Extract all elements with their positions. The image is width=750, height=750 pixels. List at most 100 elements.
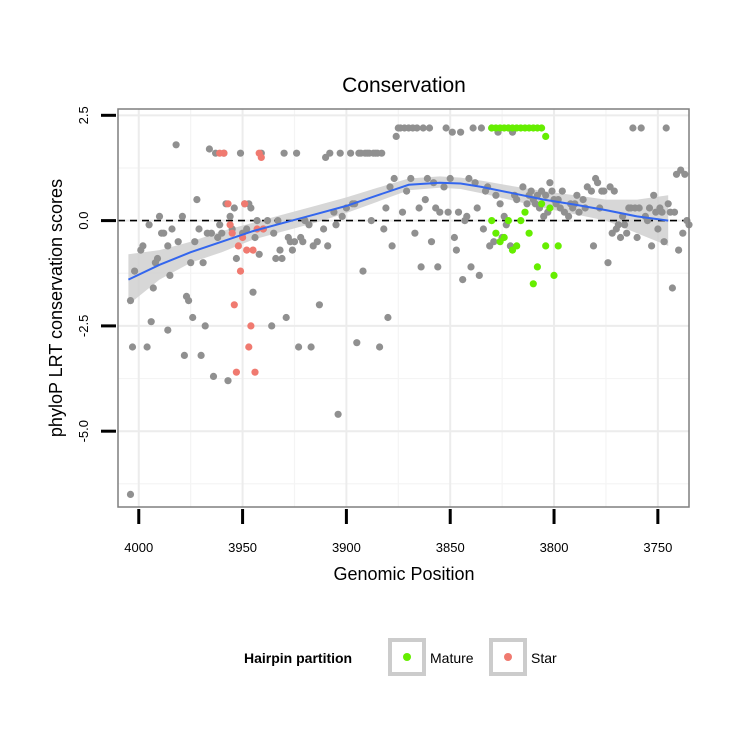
point-star-11	[243, 246, 251, 254]
point-other-202	[587, 187, 596, 195]
point-mature-12	[538, 124, 546, 132]
point-other-7	[145, 221, 153, 229]
point-other-214	[614, 221, 623, 229]
smooth-curve	[127, 181, 669, 281]
smooth-line	[127, 181, 669, 281]
point-other-27	[191, 238, 199, 246]
point-other-88	[332, 221, 340, 229]
point-other-115	[392, 132, 400, 140]
point-other-111	[384, 313, 392, 322]
point-other-93	[347, 149, 355, 157]
point-other-118	[398, 208, 407, 216]
grid-lines	[118, 109, 689, 507]
point-mature-20	[513, 242, 521, 250]
x-axis-title: Genomic Position	[333, 564, 474, 584]
x-tick-label-0: 4000	[124, 540, 153, 555]
point-mature-27	[542, 242, 550, 250]
point-other-221	[629, 124, 637, 132]
point-other-35	[207, 229, 215, 237]
point-other-141	[448, 128, 456, 136]
point-other-68	[282, 313, 290, 322]
point-other-36	[209, 372, 218, 380]
point-other-44	[226, 212, 234, 220]
x-tick-label-5: 3750	[643, 540, 672, 555]
point-other-110	[382, 204, 390, 212]
point-other-46	[230, 204, 238, 212]
point-mature-21	[517, 217, 525, 225]
legend-swatch-star	[504, 653, 512, 661]
point-other-203	[589, 242, 598, 250]
point-other-48	[236, 149, 245, 157]
point-other-18	[168, 225, 176, 233]
point-other-183	[542, 191, 550, 199]
point-other-217	[621, 221, 629, 229]
point-other-83	[320, 225, 328, 233]
plot-background	[118, 109, 689, 507]
point-other-139	[444, 208, 452, 216]
point-other-81	[313, 238, 321, 246]
point-star-6	[232, 368, 240, 376]
point-other-128	[419, 124, 427, 132]
point-mature-22	[521, 208, 529, 216]
point-other-242	[675, 246, 683, 254]
point-mature-17	[500, 233, 508, 242]
point-other-32	[201, 322, 209, 330]
point-other-130	[423, 174, 431, 183]
point-other-22	[180, 351, 188, 359]
chart-title: Conservation	[342, 74, 466, 97]
point-other-145	[457, 128, 465, 136]
point-other-20	[174, 238, 182, 246]
point-other-229	[648, 242, 656, 250]
point-other-240	[670, 208, 679, 216]
point-other-126	[415, 204, 423, 212]
point-other-109	[380, 225, 388, 233]
point-star-1	[220, 149, 228, 157]
point-mature-30	[554, 242, 562, 250]
plot-border	[117, 108, 690, 508]
legend-title: Hairpin partition	[244, 650, 352, 666]
point-other-73	[293, 149, 301, 157]
point-other-234	[658, 208, 666, 216]
point-mature-13	[542, 132, 550, 140]
point-other-78	[305, 221, 313, 229]
point-other-29	[195, 225, 203, 233]
point-other-21	[178, 212, 186, 220]
point-other-232	[654, 225, 662, 233]
point-other-208	[600, 187, 608, 195]
point-star-4	[228, 229, 236, 237]
point-other-161	[490, 238, 498, 246]
point-other-19	[172, 141, 180, 149]
point-other-30	[197, 351, 205, 359]
point-other-154	[475, 271, 483, 279]
point-other-199	[579, 196, 587, 204]
point-other-61	[268, 322, 276, 330]
point-other-124	[411, 229, 419, 237]
point-star-5	[230, 301, 238, 309]
point-other-108	[378, 149, 386, 157]
point-other-142	[450, 233, 458, 242]
point-other-107	[376, 343, 384, 351]
point-mature-28	[546, 204, 554, 212]
x-tick-label-4: 3800	[540, 540, 569, 555]
point-other-89	[334, 410, 342, 418]
point-other-212	[610, 187, 618, 195]
point-other-1	[126, 297, 135, 305]
point-mature-23	[525, 229, 533, 237]
point-other-228	[645, 204, 654, 212]
x-axis: 4000 3950 3900 3850 3800 3750	[124, 509, 672, 555]
x-tick-label-2: 3900	[332, 540, 361, 555]
point-other-28	[193, 196, 201, 204]
point-other-25	[187, 259, 195, 267]
legend-swatch-mature	[403, 653, 411, 661]
point-other-43	[224, 377, 232, 385]
y-axis-title: phyloP LRT conservation scores	[46, 179, 66, 437]
point-other-172	[513, 196, 521, 204]
point-other-156	[479, 225, 487, 233]
point-star-3	[226, 221, 234, 229]
point-other-151	[469, 124, 477, 132]
point-star-7	[234, 242, 242, 250]
smooth-ci-band	[128, 176, 669, 305]
point-other-62	[270, 229, 278, 237]
point-other-72	[290, 238, 299, 246]
point-other-71	[288, 246, 296, 254]
